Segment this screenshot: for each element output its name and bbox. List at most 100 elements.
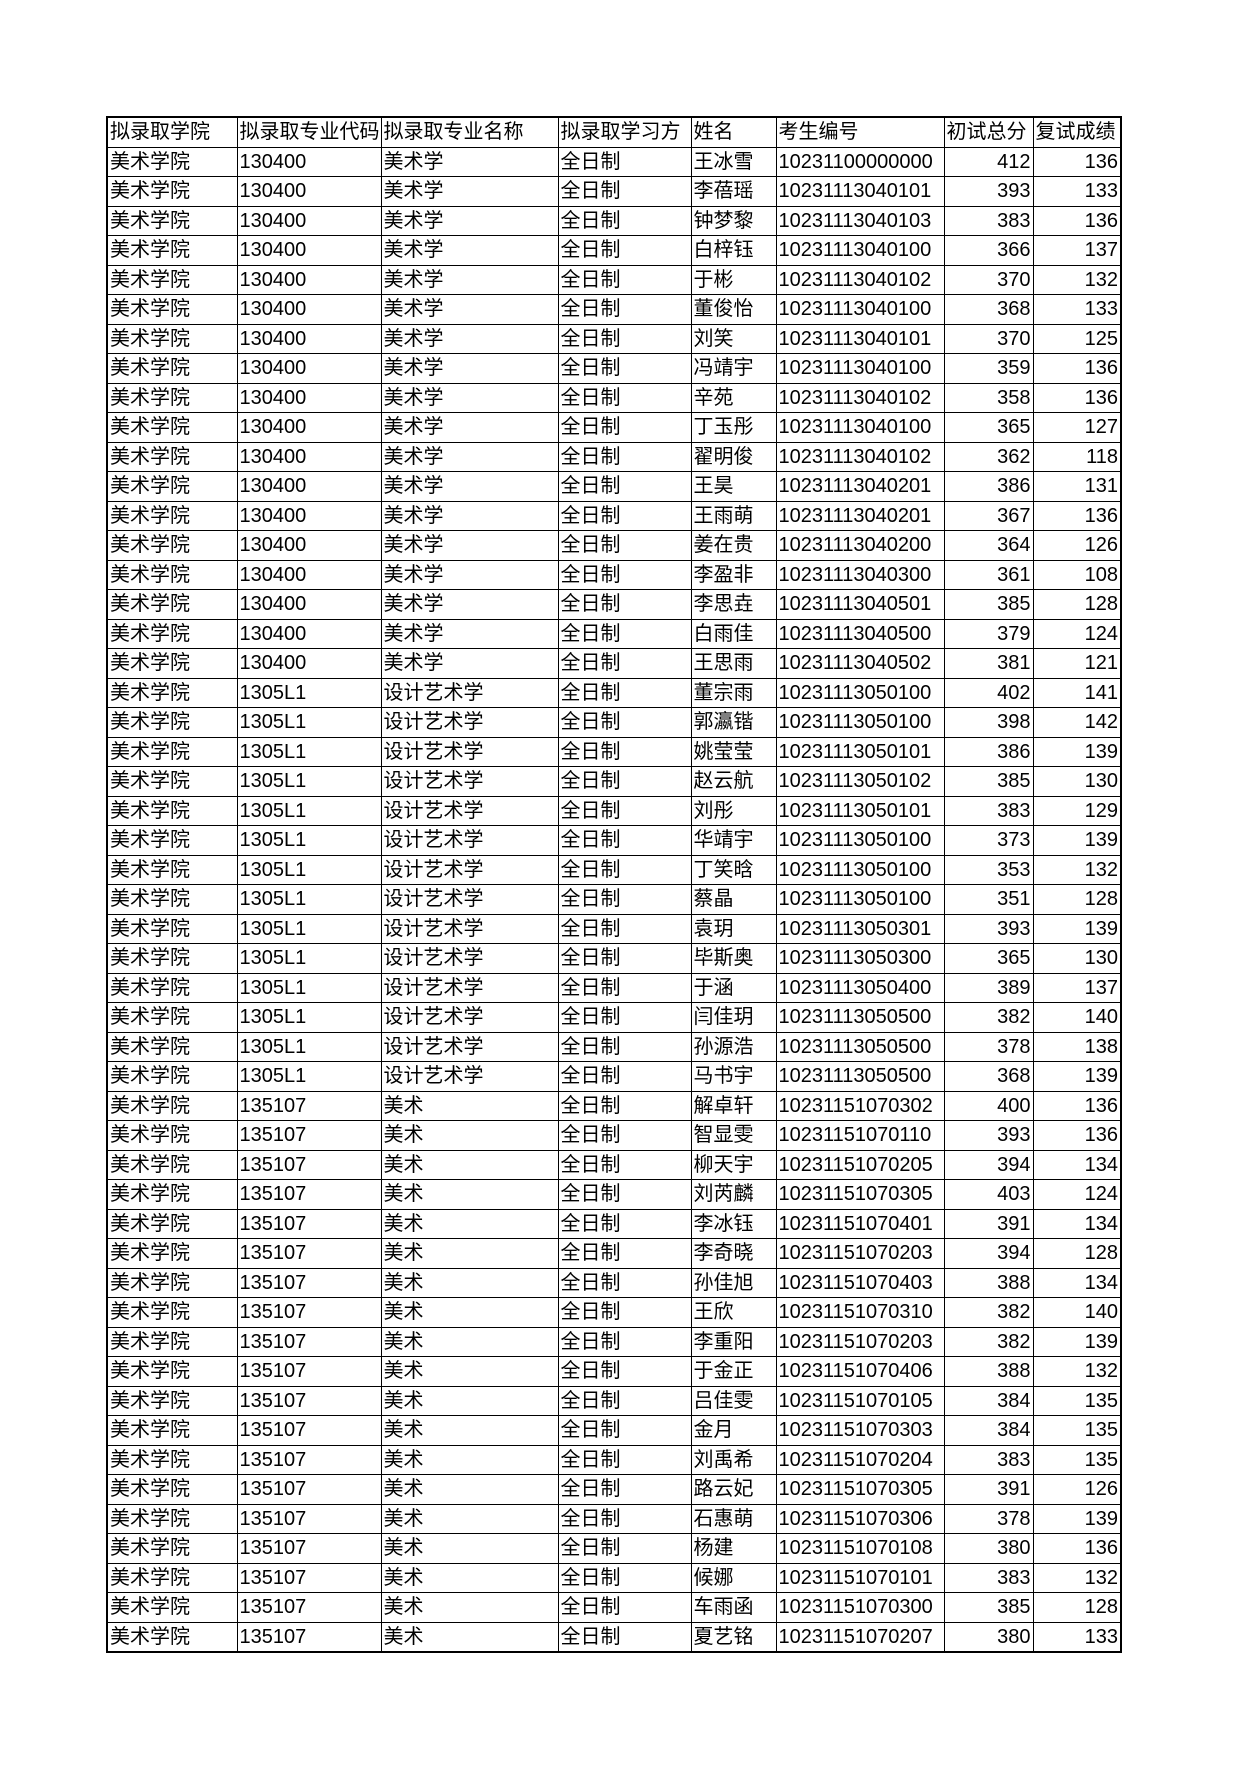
cell: 130400	[236, 323, 382, 354]
cell: 全日制	[557, 500, 692, 531]
cell: 全日制	[557, 1592, 692, 1623]
cell: 388	[943, 1356, 1034, 1387]
cell: 董宗雨	[690, 677, 777, 708]
cell: 美术学	[380, 589, 559, 620]
cell: 10231113040500	[775, 618, 945, 649]
cell: 136	[1032, 353, 1122, 384]
cell: 李思垚	[690, 589, 777, 620]
cell: 10231113040102	[775, 264, 945, 295]
cell: 1305L1	[236, 707, 382, 738]
cell: 126	[1032, 530, 1122, 561]
cell: 130400	[236, 500, 382, 531]
data-row: 美术学院 135107 美术 全日制 路云妃 10231151070305 391 126	[106, 1474, 1122, 1505]
cell: 130400	[236, 353, 382, 384]
data-row: 美术学院 1305L1 设计艺术学 全日制 孙源浩 10231113050500 378 13…	[106, 1031, 1122, 1062]
data-row: 美术学院 135107 美术 全日制 夏艺铭 10231151070207 380 133	[106, 1621, 1122, 1653]
cell: 美术学院	[106, 884, 238, 915]
cell: 袁玥	[690, 913, 777, 944]
cell: 全日制	[557, 264, 692, 295]
cell: 董俊怡	[690, 294, 777, 325]
cell: 10231113050100	[775, 884, 945, 915]
cell: 10231113050101	[775, 795, 945, 826]
data-row: 美术学院 135107 美术 全日制 智显雯 10231151070110 393 136	[106, 1120, 1122, 1151]
data-row: 美术学院 130400 美术学 全日制 王思雨 10231113040502 381 121	[106, 648, 1122, 679]
cell: 385	[943, 1592, 1034, 1623]
cell: 10231151070303	[775, 1415, 945, 1446]
cell: 130400	[236, 441, 382, 472]
cell: 10231113050500	[775, 1061, 945, 1092]
cell: 130400	[236, 264, 382, 295]
cell: 美术学	[380, 264, 559, 295]
cell: 毕斯奥	[690, 943, 777, 974]
cell: 冯靖宇	[690, 353, 777, 384]
cell: 10231151070203	[775, 1326, 945, 1357]
cell: 10231113040102	[775, 382, 945, 413]
cell: 382	[943, 1326, 1034, 1357]
cell: 10231113040100	[775, 353, 945, 384]
cell: 全日制	[557, 795, 692, 826]
header-cell: 拟录取学院	[106, 116, 238, 148]
cell: 美术	[380, 1208, 559, 1239]
cell: 车雨函	[690, 1592, 777, 1623]
data-row: 美术学院 1305L1 设计艺术学 全日制 华靖宇 10231113050100 373 13…	[106, 825, 1122, 856]
cell: 10231151070110	[775, 1120, 945, 1151]
cell: 128	[1032, 1592, 1122, 1623]
cell: 135107	[236, 1503, 382, 1534]
cell: 140	[1032, 1297, 1122, 1328]
cell: 美术学院	[106, 323, 238, 354]
cell: 10231151070310	[775, 1297, 945, 1328]
cell: 353	[943, 854, 1034, 885]
cell: 美术	[380, 1267, 559, 1298]
data-row: 美术学院 130400 美术学 全日制 于彬 10231113040102 370 132	[106, 264, 1122, 295]
cell: 全日制	[557, 943, 692, 974]
cell: 378	[943, 1503, 1034, 1534]
data-row: 美术学院 1305L1 设计艺术学 全日制 蔡晶 10231113050100 351 128	[106, 884, 1122, 915]
cell: 380	[943, 1533, 1034, 1564]
cell: 394	[943, 1149, 1034, 1180]
cell: 10231113050100	[775, 677, 945, 708]
data-row: 美术学院 130400 美术学 全日制 王冰雪 10231100000000 412 136	[106, 146, 1122, 177]
cell: 361	[943, 559, 1034, 590]
cell: 刘禹希	[690, 1444, 777, 1475]
cell: 1305L1	[236, 1061, 382, 1092]
cell: 美术学院	[106, 264, 238, 295]
cell: 美术学院	[106, 205, 238, 236]
cell: 美术学院	[106, 146, 238, 177]
cell: 王雨萌	[690, 500, 777, 531]
cell: 135107	[236, 1267, 382, 1298]
cell: 全日制	[557, 412, 692, 443]
cell: 135107	[236, 1562, 382, 1593]
cell: 135107	[236, 1149, 382, 1180]
cell: 139	[1032, 913, 1122, 944]
cell: 美术	[380, 1621, 559, 1653]
cell: 138	[1032, 1031, 1122, 1062]
cell: 139	[1032, 1503, 1122, 1534]
cell: 10231151070300	[775, 1592, 945, 1623]
data-row: 美术学院 130400 美术学 全日制 白雨佳 10231113040500 379 124	[106, 618, 1122, 649]
cell: 10231113050300	[775, 943, 945, 974]
cell: 孙源浩	[690, 1031, 777, 1062]
cell: 美术学院	[106, 235, 238, 266]
cell: 赵云航	[690, 766, 777, 797]
data-row: 美术学院 1305L1 设计艺术学 全日制 刘彤 10231113050101 383 129	[106, 795, 1122, 826]
cell: 全日制	[557, 707, 692, 738]
cell: 130400	[236, 146, 382, 177]
cell: 美术	[380, 1326, 559, 1357]
cell: 全日制	[557, 736, 692, 767]
cell: 美术	[380, 1415, 559, 1446]
data-row: 美术学院 130400 美术学 全日制 辛苑 10231113040102 358 136	[106, 382, 1122, 413]
cell: 美术学院	[106, 500, 238, 531]
data-row: 美术学院 135107 美术 全日制 李奇晓 10231151070203 394 128	[106, 1238, 1122, 1269]
data-row: 美术学院 130400 美术学 全日制 王昊 10231113040201 386 131	[106, 471, 1122, 502]
cell: 10231113050101	[775, 736, 945, 767]
cell: 全日制	[557, 1002, 692, 1033]
cell: 136	[1032, 1533, 1122, 1564]
cell: 129	[1032, 795, 1122, 826]
cell: 美术	[380, 1592, 559, 1623]
cell: 美术学院	[106, 1562, 238, 1593]
cell: 1305L1	[236, 854, 382, 885]
cell: 135	[1032, 1385, 1122, 1416]
cell: 124	[1032, 618, 1122, 649]
cell: 美术学院	[106, 913, 238, 944]
cell: 美术学院	[106, 1356, 238, 1387]
